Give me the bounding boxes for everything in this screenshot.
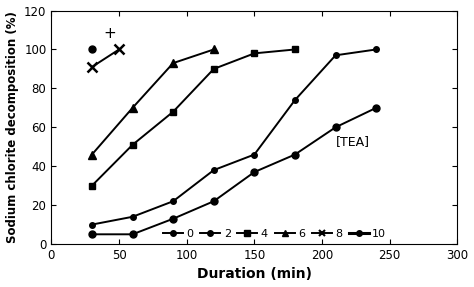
0 [374, 106, 379, 110]
Text: [TEA]: [TEA] [336, 135, 370, 148]
2 [292, 98, 298, 102]
2 [374, 48, 379, 51]
0 [170, 217, 176, 220]
0 [333, 126, 338, 129]
4 [89, 184, 95, 187]
2 [333, 54, 338, 57]
0 [89, 232, 95, 236]
8 [89, 65, 95, 69]
0 [130, 232, 136, 236]
Line: 4: 4 [89, 46, 299, 189]
6 [170, 61, 176, 65]
6 [211, 48, 217, 51]
Line: 2: 2 [89, 47, 379, 227]
2 [211, 168, 217, 172]
4 [252, 52, 257, 55]
Line: 0: 0 [89, 104, 380, 238]
4 [130, 143, 136, 147]
4 [170, 110, 176, 113]
4 [211, 67, 217, 71]
2 [89, 223, 95, 226]
Line: 8: 8 [87, 44, 124, 72]
0 [292, 153, 298, 156]
X-axis label: Duration (min): Duration (min) [197, 267, 312, 282]
Legend: 0, 2, 4, 6, 8, 10: 0, 2, 4, 6, 8, 10 [159, 224, 391, 243]
8 [116, 48, 122, 51]
0 [252, 170, 257, 174]
2 [170, 199, 176, 203]
Text: +: + [103, 26, 116, 41]
4 [292, 48, 298, 51]
2 [252, 153, 257, 156]
6 [130, 106, 136, 110]
Y-axis label: Sodium chlorite decomposition (%): Sodium chlorite decomposition (%) [6, 11, 18, 243]
2 [130, 215, 136, 218]
Line: 6: 6 [88, 45, 218, 159]
0 [211, 199, 217, 203]
6 [89, 153, 95, 156]
